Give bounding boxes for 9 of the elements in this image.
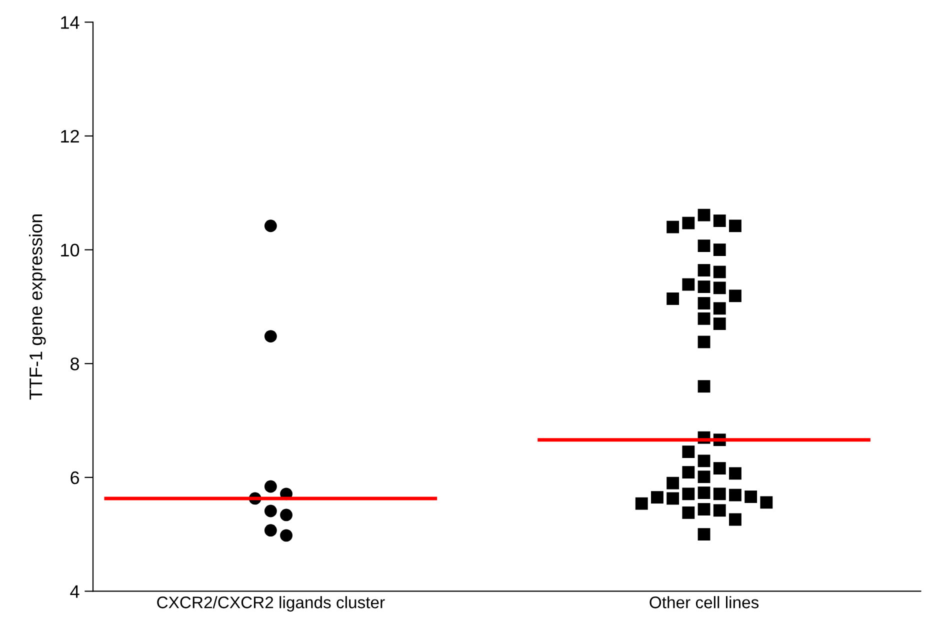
x-tick-label: CXCR2/CXCR2 ligands cluster <box>157 596 385 612</box>
y-tick-label: 10 <box>61 244 80 256</box>
y-tick-label: 6 <box>70 471 80 484</box>
y-tick-label: 12 <box>61 130 79 143</box>
y-tick-label: 4 <box>70 585 80 598</box>
y-tick-label: 8 <box>70 358 80 370</box>
y-tick-label: 14 <box>61 16 80 29</box>
x-tick-label: Other cell lines <box>650 596 759 608</box>
y-axis-title: TTF-1 gene expression <box>29 214 46 400</box>
